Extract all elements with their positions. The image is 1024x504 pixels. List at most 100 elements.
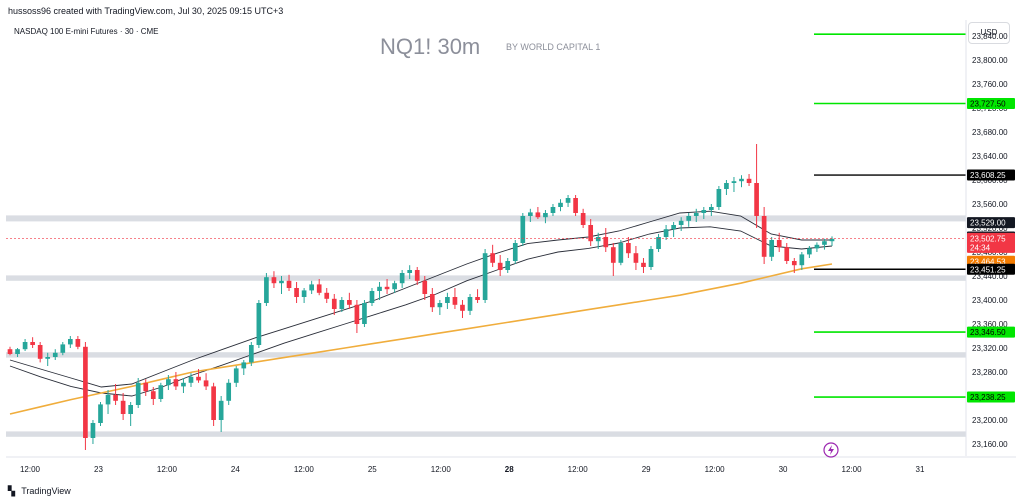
- candle-body: [15, 349, 20, 354]
- candle-body: [150, 391, 156, 399]
- price-label-text: 23,238.25: [970, 393, 1006, 402]
- candle-body: [769, 240, 775, 257]
- candle-body: [120, 400, 126, 414]
- chart-title: NQ1! 30m: [380, 34, 481, 59]
- candle-body: [633, 253, 639, 263]
- candle-body: [656, 237, 661, 249]
- candle-body: [761, 216, 767, 257]
- y-tick-label: 23,560.00: [972, 200, 1008, 209]
- x-tick-label: 12:00: [842, 465, 863, 474]
- currency-button[interactable]: USD: [968, 22, 1010, 44]
- tradingview-logo-icon: ▚: [8, 486, 15, 496]
- candle-body: [324, 292, 330, 299]
- price-labels: 23,608.2523,529.0023,504.9623,502.7524:3…: [967, 98, 1015, 403]
- candle-body: [588, 225, 594, 242]
- candle-body: [452, 297, 458, 305]
- y-tick-label: 23,520.00: [972, 224, 1008, 233]
- candle-body: [693, 213, 699, 216]
- candle-body: [709, 207, 714, 210]
- candle-body: [791, 261, 797, 266]
- candle-body: [641, 262, 646, 267]
- candle-body: [429, 294, 435, 308]
- candle-body: [520, 216, 526, 243]
- candle-body: [113, 394, 118, 401]
- candle-body: [603, 237, 609, 248]
- candle-body: [610, 247, 616, 263]
- candle-body: [490, 253, 495, 263]
- candle-body: [105, 394, 111, 405]
- candle-body: [497, 262, 503, 270]
- candle-body: [173, 379, 179, 387]
- price-label-text: 23,464.53: [970, 257, 1006, 266]
- candle-body: [52, 352, 58, 357]
- flash-icon[interactable]: [823, 442, 839, 458]
- candle-body: [414, 270, 420, 281]
- candle-body: [460, 304, 465, 311]
- candle-body: [7, 349, 13, 354]
- candle-body: [377, 286, 382, 291]
- y-tick-label: 23,280.00: [972, 368, 1008, 377]
- candle-body: [241, 362, 247, 369]
- candle-body: [98, 404, 103, 423]
- candle-body: [573, 198, 578, 213]
- candle-body: [445, 297, 450, 303]
- candle-body: [316, 284, 322, 293]
- candle-body: [166, 379, 171, 386]
- candle-body: [135, 382, 141, 405]
- price-label-bg: [967, 326, 1015, 338]
- ma-dark-lower-line: [9, 226, 833, 397]
- y-tick-label: 23,680.00: [972, 128, 1008, 137]
- symbol-info[interactable]: NASDAQ 100 E-mini Futures · 30 · CME: [14, 27, 159, 36]
- x-tick-label: 12:00: [568, 465, 589, 474]
- candle-body: [754, 183, 759, 216]
- candle-body: [671, 225, 676, 230]
- candle-body: [347, 300, 352, 305]
- candle-body: [233, 368, 239, 383]
- x-tick-label: 12:00: [157, 465, 178, 474]
- x-tick-label: 28: [505, 465, 514, 474]
- candle-body: [648, 249, 654, 267]
- candle-body: [482, 253, 488, 300]
- candle-body: [528, 212, 533, 216]
- candle-body: [75, 339, 81, 347]
- price-label-bg: [967, 169, 1015, 181]
- y-tick-label: 23,320.00: [972, 344, 1008, 353]
- candle-body: [45, 357, 51, 359]
- x-tick-label: 23: [94, 465, 103, 474]
- candle-body: [196, 376, 201, 381]
- price-label-text: 23,451.25: [970, 265, 1006, 274]
- candle-body: [271, 277, 277, 284]
- candle-body: [422, 280, 428, 294]
- x-tick-label: 29: [642, 465, 651, 474]
- price-label-bg: [967, 217, 1015, 229]
- x-tick-label: 25: [368, 465, 377, 474]
- moving-averages: [9, 210, 833, 415]
- candle-body: [595, 237, 601, 242]
- candle-body: [226, 382, 232, 401]
- candle-body: [829, 238, 835, 242]
- x-tick-label: 12:00: [431, 465, 452, 474]
- candle-body: [618, 243, 624, 263]
- candle-body: [331, 298, 337, 309]
- candle-body: [543, 213, 548, 218]
- candle-body: [580, 213, 586, 225]
- horizontal-levels: [814, 33, 966, 398]
- candle-body: [90, 423, 96, 438]
- candle-body: [188, 376, 194, 383]
- candle-body: [83, 346, 88, 438]
- candle-body: [678, 220, 684, 225]
- candle-body: [799, 254, 805, 266]
- footer-brand: TradingView: [21, 486, 71, 496]
- x-tick-label: 12:00: [20, 465, 41, 474]
- y-tick-label: 23,760.00: [972, 80, 1008, 89]
- candle-body: [301, 290, 307, 297]
- candle-body: [248, 345, 254, 363]
- candle-body: [731, 181, 737, 183]
- price-label-text: 23,529.00: [970, 219, 1006, 228]
- price-label-bg: [967, 98, 1015, 109]
- candle-body: [776, 240, 782, 248]
- price-label-bg: [967, 263, 1015, 275]
- candle-body: [822, 241, 827, 245]
- zone-band: [6, 352, 966, 358]
